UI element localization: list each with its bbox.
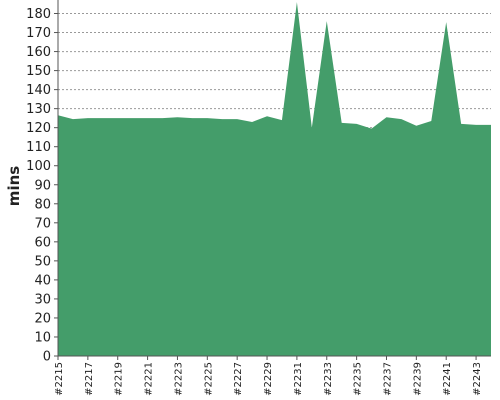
x-tick-label: #2225	[203, 362, 214, 396]
axes	[57, 0, 491, 357]
y-tick-label: 0	[43, 350, 51, 365]
x-tick-label: #2237	[382, 362, 393, 396]
x-tick-label: #2243	[472, 362, 483, 396]
x-tick-label: #2217	[84, 362, 95, 396]
y-tick-label: 110	[26, 140, 51, 155]
y-tick-label: 60	[34, 235, 51, 250]
x-tick-label: #2235	[353, 362, 364, 396]
x-axis-ticks: #2215 #2217 #2219 #2221 #2223 #2225 #2227 #2229…	[54, 356, 483, 396]
y-axis-label: mins	[5, 166, 23, 206]
x-tick-label: #2231	[293, 362, 304, 396]
y-tick-label: 120	[26, 121, 51, 136]
y-tick-label: 20	[34, 311, 51, 326]
area-series	[58, 2, 491, 356]
y-tick-label: 50	[34, 254, 51, 269]
y-axis-ticks: 0 10 20 30 40 50 60 70 80 90 100 110 120 130 140 150 160…	[26, 7, 58, 365]
y-tick-label: 180	[26, 7, 51, 22]
y-tick-label: 90	[34, 178, 51, 193]
y-tick-label: 160	[26, 45, 51, 60]
y-tick-label: 100	[26, 159, 51, 174]
y-tick-label: 30	[34, 292, 51, 307]
x-tick-label: #2219	[114, 362, 125, 396]
y-tick-label: 10	[34, 330, 51, 345]
x-tick-label: #2221	[144, 362, 155, 396]
y-tick-label: 130	[26, 102, 51, 117]
series-area	[58, 2, 491, 356]
x-tick-label: #2229	[263, 362, 274, 396]
y-tick-label: 40	[34, 273, 51, 288]
y-tick-label: 80	[34, 197, 51, 212]
x-tick-label: #2223	[173, 362, 184, 396]
y-tick-label: 170	[26, 26, 51, 41]
x-tick-label: #2241	[442, 362, 453, 396]
x-tick-label: #2227	[233, 362, 244, 396]
x-tick-label: #2239	[412, 362, 423, 396]
x-tick-label: #2215	[54, 362, 65, 396]
y-tick-label: 140	[26, 83, 51, 98]
y-tick-label: 150	[26, 64, 51, 79]
x-tick-label: #2233	[323, 362, 334, 396]
y-tick-label: 70	[34, 216, 51, 231]
